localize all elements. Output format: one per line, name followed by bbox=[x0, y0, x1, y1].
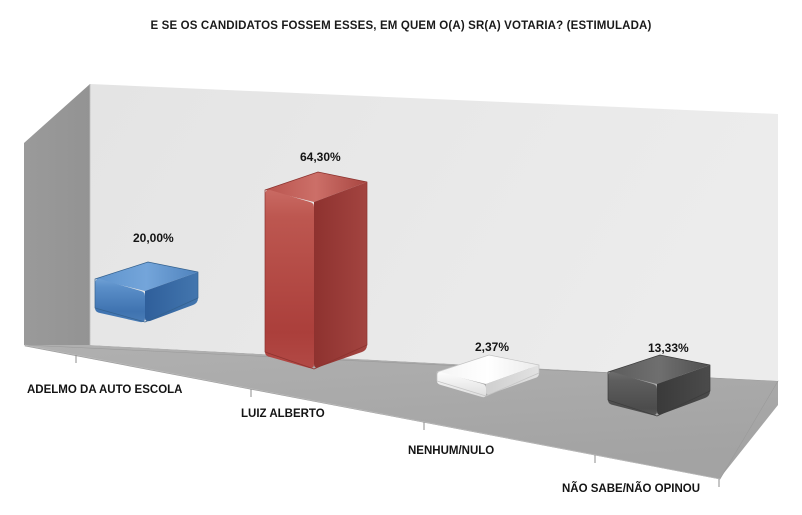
bar-side-face bbox=[145, 272, 198, 322]
bar-outline bbox=[94, 261, 199, 323]
bar-side-face bbox=[657, 365, 710, 415]
category-label-4: NÃO SABE/NÃO OPINOU bbox=[562, 483, 701, 495]
chart-title: E SE OS CANDIDATOS FOSSEM ESSES, EM QUEM… bbox=[150, 20, 652, 32]
bar-side-face bbox=[486, 365, 539, 395]
bar-front-face bbox=[608, 372, 657, 416]
category-label-3: NENHUM/NULO bbox=[408, 445, 495, 457]
bar-value-label-2: 64,30% bbox=[300, 150, 341, 164]
bar-outline bbox=[436, 354, 540, 397]
bar-adelmo-da-auto-escola[interactable] bbox=[94, 261, 199, 323]
bar-top-face bbox=[265, 172, 367, 202]
bar-value-label-1: 20,00% bbox=[133, 231, 174, 245]
left-wall bbox=[24, 84, 90, 345]
bar-value-label-4: 13,33% bbox=[648, 341, 689, 355]
bar-top-face bbox=[608, 355, 710, 384]
bar-top-face bbox=[95, 262, 198, 291]
bar-nao-sabe-nao-opinou[interactable] bbox=[607, 354, 711, 417]
category-label-1: ADELMO DA AUTO ESCOLA bbox=[27, 384, 183, 396]
bar-nenhum-nulo[interactable] bbox=[436, 354, 540, 398]
bar-outline bbox=[264, 171, 368, 370]
back-wall bbox=[90, 84, 778, 381]
bar-top-face bbox=[437, 355, 539, 384]
bar-front-face bbox=[437, 372, 486, 398]
bar-luiz-alberto[interactable] bbox=[264, 171, 368, 370]
bar-front-face bbox=[265, 190, 314, 369]
floor-front-edge bbox=[24, 344, 721, 480]
category-label-2: LUIZ ALBERTO bbox=[241, 408, 325, 420]
bar-value-label-3: 2,37% bbox=[475, 340, 510, 354]
bar-side-face bbox=[314, 182, 367, 368]
bar-outline bbox=[607, 354, 711, 417]
